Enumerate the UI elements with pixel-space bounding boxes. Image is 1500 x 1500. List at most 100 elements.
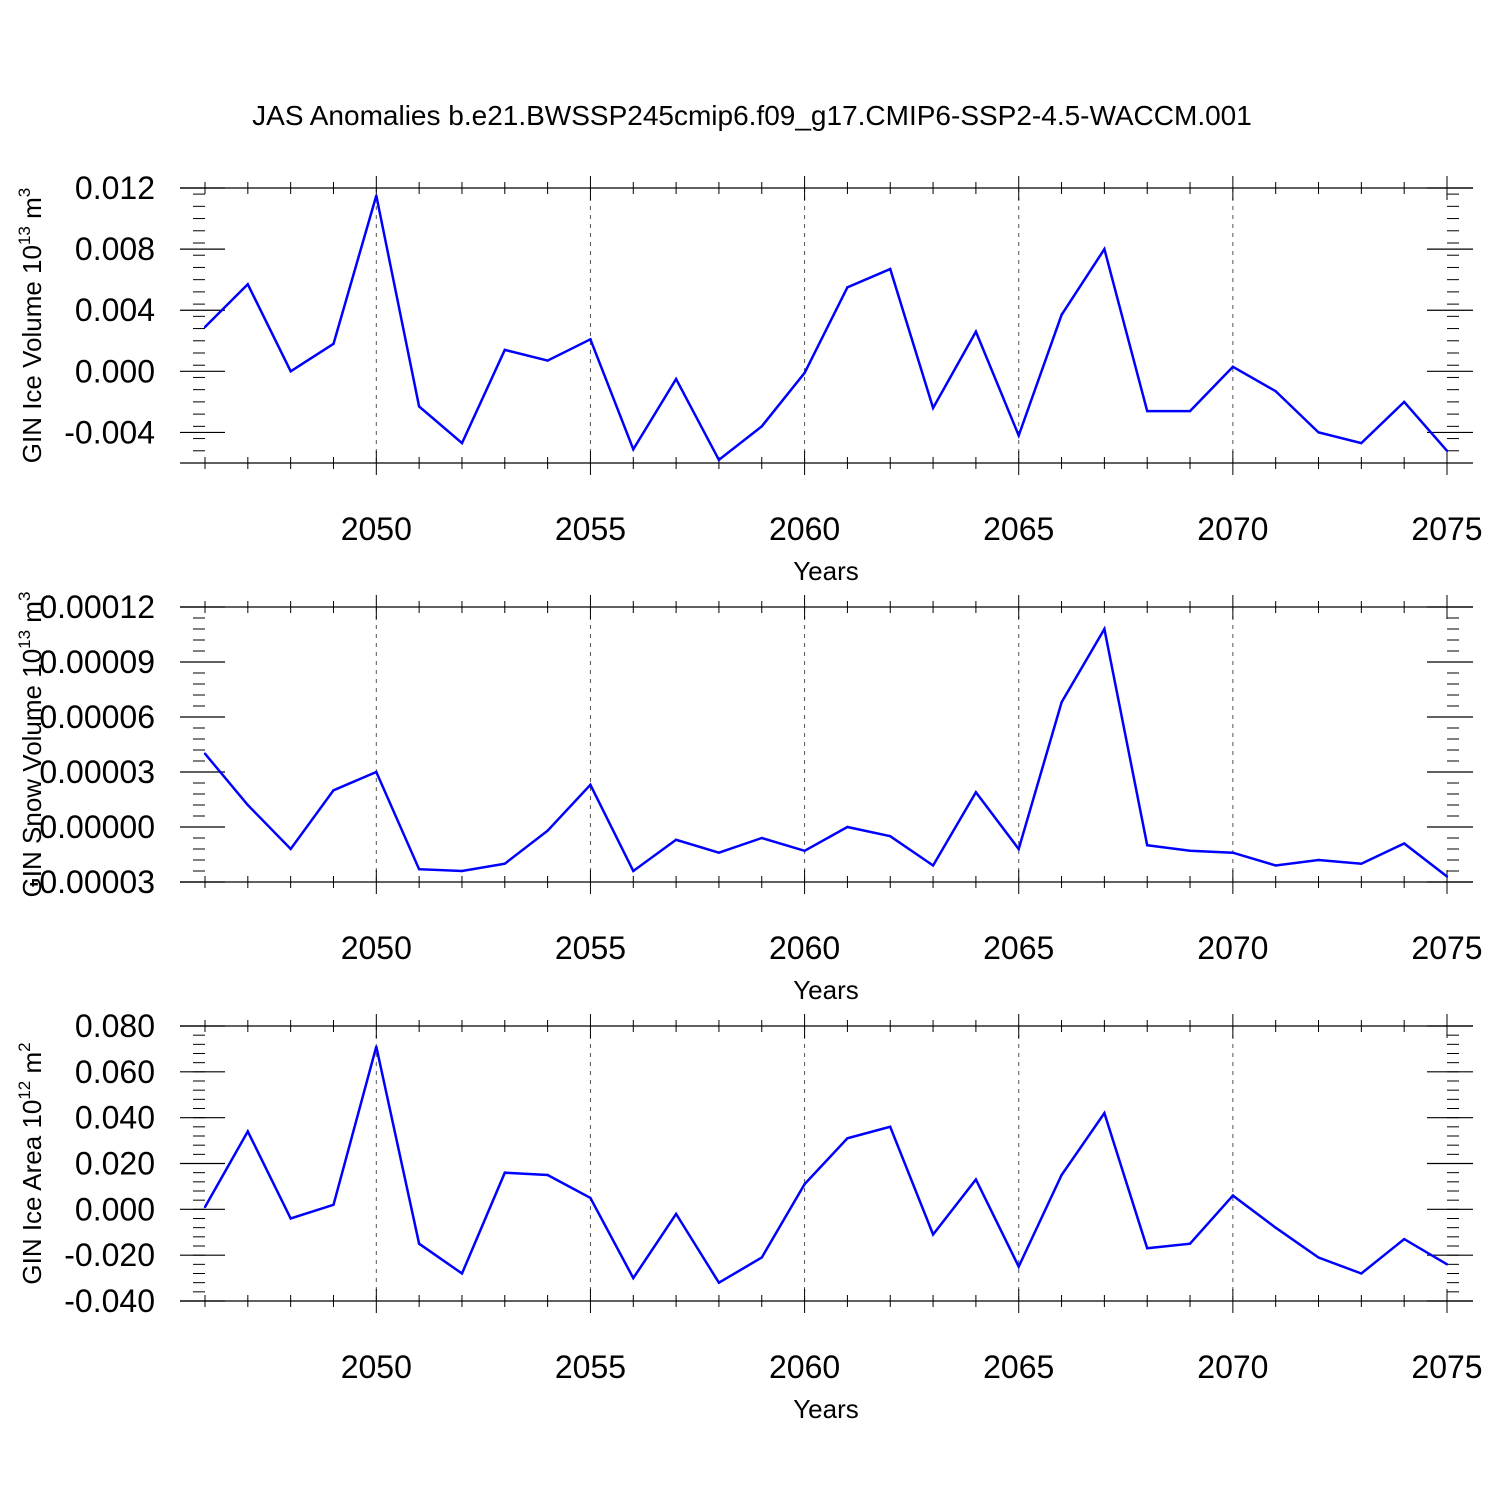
data-point (1317, 1256, 1320, 1259)
series-line (204, 625, 1448, 878)
panel-1: -0.004 0.000 0.004 0.008 0.012 2050 2055 2060 20… (15, 170, 1483, 586)
y-tick-label: -0.020 (64, 1237, 155, 1273)
x-tick-label: 2075 (1411, 511, 1482, 547)
y-tick-label: 0.000 (75, 353, 155, 389)
data-point (1402, 1237, 1406, 1241)
x-tick-label: 2075 (1411, 930, 1482, 966)
data-point (1231, 851, 1235, 854)
panel-3: -0.040 -0.020 0.000 0.020 0.040 0.060 0.080 205… (15, 1008, 1483, 1424)
y-tick-label: 0.040 (75, 1100, 155, 1136)
x-tick-label: 2070 (1197, 930, 1268, 966)
data-point (460, 441, 464, 445)
data-point (1060, 701, 1063, 704)
data-point (503, 862, 506, 865)
data-point (417, 1242, 421, 1245)
data-point (803, 371, 806, 375)
x-tick-label: 2050 (341, 511, 412, 547)
data-point (803, 1182, 806, 1186)
data-point (332, 1203, 335, 1206)
data-point (1445, 449, 1449, 452)
data-point (589, 1196, 592, 1200)
data-point (1060, 1173, 1063, 1177)
data-point (1060, 313, 1063, 317)
data-point (589, 783, 592, 787)
data-point (375, 770, 378, 774)
y-label-superscript: 3 (15, 592, 34, 601)
data-point (417, 405, 421, 408)
y-tick-label: 0.080 (75, 1008, 155, 1044)
series-line (203, 1046, 1448, 1285)
data-point (546, 1173, 549, 1177)
x-axis-label: Years (793, 975, 859, 1005)
y-label-part: m (17, 1052, 47, 1081)
y-label-superscript: 3 (15, 188, 34, 197)
y-tick-label: 0.00009 (39, 644, 155, 680)
y-tick-label: 0.060 (75, 1054, 155, 1090)
data-point (889, 834, 892, 838)
data-point (1146, 844, 1149, 847)
data-point (1231, 1194, 1235, 1197)
data-point (632, 869, 635, 873)
data-point (1360, 862, 1363, 865)
data-point (632, 1276, 635, 1280)
y-tick-label: 0.012 (75, 170, 155, 206)
x-axis-label: Years (793, 1394, 859, 1424)
x-tick-label: 2075 (1411, 1349, 1482, 1385)
data-point (632, 448, 635, 451)
data-point (203, 325, 207, 329)
data-point (760, 836, 763, 840)
data-point (1103, 627, 1106, 631)
data-point (1188, 409, 1192, 413)
y-tick-label: 0.00006 (39, 699, 155, 735)
y-tick-label: 0.008 (75, 231, 155, 267)
data-point (1017, 1265, 1020, 1268)
data-point (332, 342, 335, 346)
data-point (503, 348, 506, 352)
data-point (931, 406, 935, 410)
x-tick-label: 2060 (769, 511, 840, 547)
data-point (974, 1178, 978, 1181)
data-point (846, 286, 849, 289)
data-point (974, 790, 978, 794)
y-label-part: m (17, 601, 47, 630)
data-point (589, 338, 592, 341)
y-label-superscript: 2 (15, 1042, 34, 1051)
data-point (974, 330, 978, 333)
data-point (1103, 1111, 1106, 1115)
y-tick-label: 0.00000 (39, 809, 155, 845)
data-point (1188, 1242, 1192, 1245)
data-point (1103, 247, 1106, 251)
data-point (203, 1205, 207, 1209)
data-point (760, 425, 763, 428)
data-point (760, 1256, 763, 1259)
y-label-part: GIN Ice Volume 10 (17, 245, 47, 463)
series-line (204, 195, 1448, 462)
data-point (1231, 365, 1235, 368)
data-point (674, 377, 678, 381)
x-tick-label: 2060 (769, 930, 840, 966)
data-point (289, 847, 292, 851)
data-point (717, 851, 721, 854)
data-point (889, 1125, 892, 1129)
x-tick-label: 2065 (983, 930, 1054, 966)
y-tick-label: 0.004 (75, 292, 155, 328)
data-point (246, 1130, 250, 1133)
y-tick-label: 0.00003 (39, 754, 155, 790)
x-tick-label: 2070 (1197, 1349, 1268, 1385)
y-label-superscript: 13 (15, 226, 34, 245)
data-point (289, 370, 292, 373)
data-point (546, 359, 549, 362)
data-point (375, 194, 378, 197)
x-tick-label: 2065 (983, 1349, 1054, 1385)
data-point (1188, 849, 1192, 853)
data-point (546, 829, 549, 832)
x-tick-label: 2055 (555, 511, 626, 547)
data-point (1402, 400, 1406, 404)
data-point (889, 267, 892, 271)
y-tick-label: 0.000 (75, 1191, 155, 1227)
panel-2: -0.00003 0.00000 0.00003 0.00006 0.00009 0.00… (15, 589, 1483, 1005)
data-point (674, 838, 678, 842)
data-point (1402, 842, 1406, 845)
